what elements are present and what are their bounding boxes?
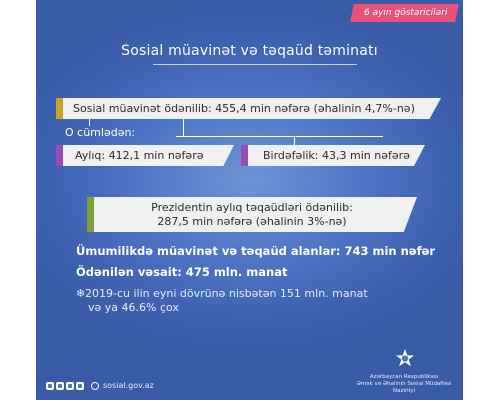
connector-left-joint — [176, 136, 183, 137]
benefit-total-bar: Sosial müavinət ödənilib: 455,4 min nəfə… — [56, 98, 441, 119]
footer-links: sosial.gov.az — [46, 381, 154, 390]
infographic-panel: 6 ayın göstəriciləri Sosial müavinət və … — [36, 0, 463, 400]
infographic-title: Sosial müavinət və təqaüd təminatı — [121, 43, 378, 59]
pension-line-2: 287,5 min nəfərə (əhalinin 3%-nə) — [157, 214, 347, 228]
comparison-note: ❄2019-cu ilin eyni dövrünə nisbətən 151 … — [76, 287, 368, 315]
connector-right-drop — [294, 136, 295, 145]
period-tag: 6 ayın göstəriciləri — [349, 4, 459, 22]
youtube-icon[interactable] — [66, 381, 74, 390]
presidential-pension-bar: Prezidentin aylıq təqaüdləri ödənilib: 2… — [87, 197, 417, 232]
ministry-line-1: Azərbaycan Respublikası — [369, 374, 439, 380]
comparison-line-1: 2019-cu ilin eyni dövrünə nisbətən 151 m… — [85, 287, 368, 300]
onetime-benefit-bar: Birdəfəlik: 43,3 min nəfərə — [241, 145, 425, 166]
comparison-line-2: və ya 46.6% çox — [88, 301, 179, 314]
total-recipients: Ümumilikdə müavinət və təqaüd alanlar: 7… — [76, 244, 436, 258]
ministry-name: Azərbaycan Respublikası Əmək və Əhalinin… — [349, 374, 459, 395]
onetime-benefit-text: Birdəfəlik: 43,3 min nəfərə — [263, 149, 410, 162]
period-tag-label: 6 ayın göstəriciləri — [363, 8, 447, 18]
pension-line-1: Prezidentin aylıq təqaüdləri ödənilib: — [151, 200, 353, 214]
monthly-benefit-text: Aylıq: 412,1 min nəfərə — [75, 149, 204, 162]
monthly-benefit-bar: Aylıq: 412,1 min nəfərə — [56, 145, 234, 166]
benefit-total-text: Sosial müavinət ödənilib: 455,4 min nəfə… — [73, 102, 415, 115]
breakdown-label: O cümlədən: — [65, 126, 136, 139]
website-link[interactable]: sosial.gov.az — [103, 381, 154, 390]
ministry-emblem-icon — [395, 348, 415, 367]
twitter-icon[interactable] — [76, 381, 84, 390]
bar-accent — [56, 145, 63, 166]
bar-accent — [241, 145, 248, 166]
connector-horizontal — [183, 136, 383, 137]
instagram-icon[interactable] — [56, 381, 64, 390]
presidential-pension-text: Prezidentin aylıq təqaüdləri ödənilib: 2… — [151, 201, 353, 229]
snowflake-bullet-icon: ❄ — [76, 287, 86, 300]
total-paid: Ödənilən vəsait: 475 mln. manat — [76, 265, 288, 279]
facebook-icon[interactable] — [46, 381, 54, 390]
ministry-line-2: Əmək və Əhalinin Sosial Müdafiəsi Nazirl… — [356, 381, 452, 394]
bar-accent — [87, 197, 94, 232]
title-underline — [153, 64, 357, 65]
globe-icon — [91, 381, 99, 390]
bar-accent — [56, 98, 63, 119]
connector-mid-stem — [183, 119, 184, 136]
connector-left-stem — [89, 119, 90, 126]
